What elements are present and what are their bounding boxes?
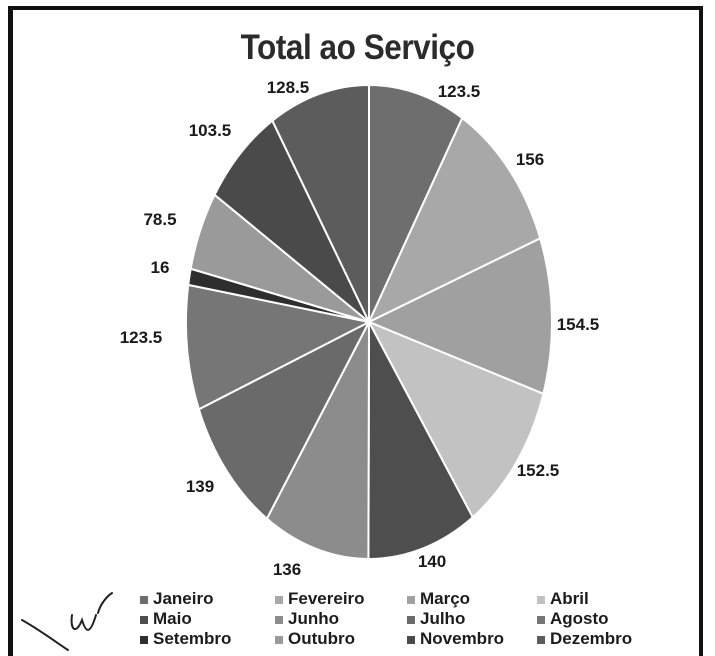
legend-item-maio: Maio (140, 609, 192, 629)
legend-label: Maio (153, 609, 192, 628)
legend-item-julho: Julho (407, 609, 465, 629)
legend-item-março: Março (407, 589, 470, 609)
legend-item-setembro: Setembro (140, 629, 231, 649)
legend-label: Novembro (420, 629, 505, 648)
legend-swatch (140, 635, 148, 644)
pie-slice-março (366, 236, 553, 396)
legend-label: Junho (288, 609, 339, 628)
legend-item-fevereiro: Fevereiro (275, 589, 365, 609)
legend-swatch (537, 635, 545, 644)
pie-slice-agosto (184, 283, 372, 411)
pie-slice-junho (265, 321, 370, 561)
legend-swatch (140, 595, 148, 604)
legend-swatch (140, 615, 148, 624)
legend-item-outubro: Outubro (275, 629, 355, 649)
data-label-dezembro: 128.5 (267, 78, 310, 97)
pie-slice-julho (197, 319, 372, 521)
legend-label: Janeiro (153, 589, 214, 608)
data-label-maio: 140 (418, 552, 446, 571)
legend-item-agosto: Agosto (537, 609, 609, 629)
legend-item-abril: Abril (537, 589, 589, 609)
legend-swatch (537, 615, 545, 624)
data-label-novembro: 103.5 (189, 121, 232, 140)
data-label-agosto: 123.5 (120, 328, 163, 347)
data-label-junho: 136 (273, 560, 301, 579)
legend-swatch (275, 635, 283, 644)
pie-slice-abril (366, 320, 545, 519)
data-label-abril: 152.5 (517, 461, 560, 480)
data-label-outubro: 78.5 (143, 210, 176, 229)
pie-slice-dezembro (271, 83, 370, 323)
legend-item-junho: Junho (275, 609, 339, 629)
legend-label: Agosto (550, 609, 609, 628)
legend-label: Julho (420, 609, 466, 628)
legend-swatch (407, 595, 415, 604)
legend-swatch (275, 595, 283, 604)
data-label-março: 154.5 (557, 315, 600, 334)
data-label-janeiro: 123.5 (438, 82, 481, 101)
legend-label: Fevereiro (288, 589, 365, 608)
legend-swatch (275, 615, 283, 624)
legend-item-janeiro: Janeiro (140, 589, 213, 609)
legend-label: Março (420, 589, 471, 608)
handwritten-mark (21, 592, 113, 651)
legend-swatch (537, 595, 545, 604)
chart-title: Total ao Serviço (240, 28, 475, 67)
legend-item-dezembro: Dezembro (537, 629, 632, 649)
legend-label: Dezembro (550, 629, 633, 648)
legend-swatch (407, 635, 415, 644)
data-label-setembro: 16 (151, 258, 170, 277)
legend-label: Outubro (288, 629, 356, 648)
data-label-julho: 139 (186, 477, 214, 496)
legend-label: Setembro (153, 629, 232, 648)
pie-slice-janeiro (368, 83, 464, 323)
legend-item-novembro: Novembro (407, 629, 504, 649)
chart-frame (8, 6, 703, 656)
data-label-fevereiro: 156 (516, 150, 544, 169)
pie-slice-novembro (213, 119, 370, 323)
pie-slice-maio (367, 321, 475, 561)
pie-slice-fevereiro (366, 116, 542, 325)
legend-swatch (407, 615, 415, 624)
legend-label: Abril (550, 589, 589, 608)
